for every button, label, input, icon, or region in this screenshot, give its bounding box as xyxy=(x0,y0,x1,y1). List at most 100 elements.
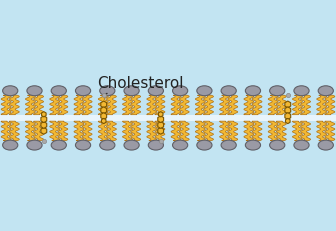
Polygon shape xyxy=(101,119,106,124)
Ellipse shape xyxy=(3,140,18,150)
Ellipse shape xyxy=(76,86,91,96)
Ellipse shape xyxy=(294,140,309,150)
Polygon shape xyxy=(26,96,35,115)
Polygon shape xyxy=(268,96,278,115)
Polygon shape xyxy=(107,96,116,115)
Polygon shape xyxy=(107,122,116,141)
Ellipse shape xyxy=(100,140,115,150)
Polygon shape xyxy=(220,96,229,115)
Ellipse shape xyxy=(100,86,115,96)
Polygon shape xyxy=(41,128,47,135)
FancyBboxPatch shape xyxy=(0,115,336,122)
Polygon shape xyxy=(34,96,44,115)
Polygon shape xyxy=(325,96,335,115)
Ellipse shape xyxy=(269,140,285,150)
Ellipse shape xyxy=(318,86,333,96)
Polygon shape xyxy=(58,96,68,115)
Polygon shape xyxy=(179,122,189,141)
Polygon shape xyxy=(204,96,213,115)
Ellipse shape xyxy=(245,86,260,96)
Ellipse shape xyxy=(221,86,236,96)
Polygon shape xyxy=(147,122,157,141)
Polygon shape xyxy=(285,107,291,114)
Polygon shape xyxy=(42,112,46,117)
Ellipse shape xyxy=(221,140,236,150)
Ellipse shape xyxy=(3,86,18,96)
Polygon shape xyxy=(179,96,189,115)
Ellipse shape xyxy=(124,140,139,150)
Polygon shape xyxy=(220,122,229,141)
Ellipse shape xyxy=(197,140,212,150)
Polygon shape xyxy=(101,102,107,108)
Polygon shape xyxy=(158,128,164,135)
Polygon shape xyxy=(317,122,327,141)
Ellipse shape xyxy=(27,86,42,96)
Polygon shape xyxy=(285,113,291,120)
Polygon shape xyxy=(252,122,262,141)
Polygon shape xyxy=(26,122,35,141)
Polygon shape xyxy=(50,122,60,141)
Polygon shape xyxy=(123,122,132,141)
Polygon shape xyxy=(268,122,278,141)
Polygon shape xyxy=(276,96,286,115)
Polygon shape xyxy=(171,96,181,115)
Text: Cholesterol: Cholesterol xyxy=(97,76,183,94)
Polygon shape xyxy=(252,96,262,115)
Ellipse shape xyxy=(245,140,260,150)
Polygon shape xyxy=(155,96,165,115)
Polygon shape xyxy=(325,122,335,141)
Ellipse shape xyxy=(197,86,212,96)
Polygon shape xyxy=(155,122,165,141)
Polygon shape xyxy=(1,122,11,141)
Polygon shape xyxy=(131,122,141,141)
Polygon shape xyxy=(286,119,290,124)
Polygon shape xyxy=(228,96,238,115)
Polygon shape xyxy=(41,116,47,123)
Polygon shape xyxy=(195,122,205,141)
Ellipse shape xyxy=(173,140,188,150)
Polygon shape xyxy=(74,122,84,141)
Polygon shape xyxy=(74,96,84,115)
Polygon shape xyxy=(101,107,107,114)
Polygon shape xyxy=(292,122,302,141)
Polygon shape xyxy=(123,96,132,115)
Ellipse shape xyxy=(294,86,309,96)
Ellipse shape xyxy=(148,86,163,96)
Polygon shape xyxy=(244,96,254,115)
Polygon shape xyxy=(101,113,107,120)
Ellipse shape xyxy=(269,86,285,96)
Polygon shape xyxy=(158,122,164,129)
Polygon shape xyxy=(285,102,291,108)
Polygon shape xyxy=(276,122,286,141)
Polygon shape xyxy=(147,96,157,115)
Ellipse shape xyxy=(124,86,139,96)
Polygon shape xyxy=(34,122,44,141)
Polygon shape xyxy=(159,112,163,117)
Polygon shape xyxy=(9,96,19,115)
Polygon shape xyxy=(58,122,68,141)
Polygon shape xyxy=(317,96,327,115)
FancyBboxPatch shape xyxy=(0,73,336,158)
Polygon shape xyxy=(204,122,213,141)
Polygon shape xyxy=(171,122,181,141)
Polygon shape xyxy=(301,96,310,115)
Polygon shape xyxy=(131,96,141,115)
Polygon shape xyxy=(244,122,254,141)
Polygon shape xyxy=(158,116,164,123)
Ellipse shape xyxy=(51,86,67,96)
Polygon shape xyxy=(195,96,205,115)
Ellipse shape xyxy=(318,140,333,150)
Polygon shape xyxy=(98,122,108,141)
Ellipse shape xyxy=(76,140,91,150)
Polygon shape xyxy=(50,96,60,115)
Ellipse shape xyxy=(173,86,188,96)
Polygon shape xyxy=(301,122,310,141)
Ellipse shape xyxy=(51,140,67,150)
Polygon shape xyxy=(1,96,11,115)
Polygon shape xyxy=(228,122,238,141)
Polygon shape xyxy=(82,96,92,115)
Polygon shape xyxy=(292,96,302,115)
Ellipse shape xyxy=(27,140,42,150)
Polygon shape xyxy=(41,122,47,129)
Polygon shape xyxy=(82,122,92,141)
